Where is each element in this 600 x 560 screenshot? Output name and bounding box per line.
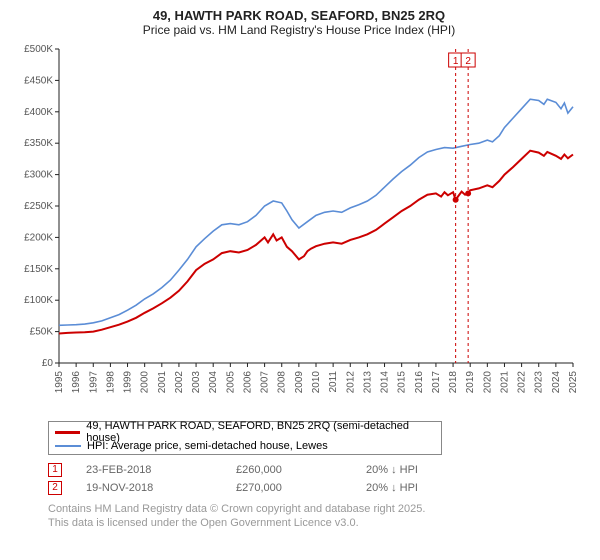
svg-text:£500K: £500K	[24, 44, 53, 55]
chart-title-2: Price paid vs. HM Land Registry's House …	[8, 23, 590, 37]
chart-title-1: 49, HAWTH PARK ROAD, SEAFORD, BN25 2RQ	[8, 8, 590, 23]
footnote: Contains HM Land Registry data © Crown c…	[48, 503, 590, 531]
sale-price: £260,000	[236, 464, 366, 476]
svg-text:£300K: £300K	[24, 170, 53, 181]
legend-swatch	[55, 445, 81, 447]
svg-text:2013: 2013	[362, 371, 373, 394]
svg-text:2004: 2004	[208, 371, 219, 394]
svg-text:2016: 2016	[414, 371, 425, 394]
sale-row: 1 23-FEB-2018£260,00020% ↓ HPI	[48, 461, 590, 479]
svg-text:2011: 2011	[328, 371, 339, 393]
svg-text:2006: 2006	[242, 371, 253, 394]
svg-text:2003: 2003	[191, 371, 202, 394]
svg-text:2: 2	[465, 56, 471, 67]
svg-text:1999: 1999	[123, 371, 134, 394]
svg-text:£100K: £100K	[24, 295, 53, 306]
svg-text:2020: 2020	[482, 371, 493, 394]
sale-row: 2 19-NOV-2018£270,00020% ↓ HPI	[48, 479, 590, 497]
svg-text:2023: 2023	[534, 371, 545, 394]
svg-text:1995: 1995	[54, 371, 65, 394]
svg-text:2002: 2002	[174, 371, 185, 394]
svg-text:2001: 2001	[157, 371, 168, 394]
sale-diff: 20% ↓ HPI	[366, 464, 446, 476]
sales-table: 1 23-FEB-2018£260,00020% ↓ HPI 2 19-NOV-201…	[48, 461, 590, 497]
svg-text:1: 1	[453, 56, 459, 67]
footnote-line1: Contains HM Land Registry data © Crown c…	[48, 503, 590, 517]
svg-text:£150K: £150K	[24, 264, 53, 275]
legend-swatch	[55, 431, 80, 434]
svg-text:2017: 2017	[431, 371, 442, 394]
sale-date: 23-FEB-2018	[86, 464, 236, 476]
svg-text:1997: 1997	[88, 371, 99, 394]
svg-text:£200K: £200K	[24, 232, 53, 243]
svg-text:2022: 2022	[517, 371, 528, 394]
svg-text:2014: 2014	[380, 371, 391, 394]
svg-text:1998: 1998	[105, 371, 116, 394]
svg-text:£350K: £350K	[24, 138, 53, 149]
sale-badge: 1	[48, 463, 62, 477]
svg-text:2010: 2010	[311, 371, 322, 394]
legend-row: 49, HAWTH PARK ROAD, SEAFORD, BN25 2RQ (…	[55, 425, 435, 439]
svg-text:2009: 2009	[294, 371, 305, 394]
svg-text:2007: 2007	[260, 371, 271, 394]
sale-date: 19-NOV-2018	[86, 482, 236, 494]
svg-text:£0: £0	[42, 358, 54, 369]
svg-text:£50K: £50K	[30, 327, 54, 338]
svg-text:2024: 2024	[551, 371, 562, 394]
sale-price: £270,000	[236, 482, 366, 494]
svg-text:£400K: £400K	[24, 107, 53, 118]
legend: 49, HAWTH PARK ROAD, SEAFORD, BN25 2RQ (…	[48, 421, 442, 455]
svg-text:£250K: £250K	[24, 201, 53, 212]
sale-badge: 2	[48, 481, 62, 495]
svg-text:2019: 2019	[465, 371, 476, 394]
footnote-line2: This data is licensed under the Open Gov…	[48, 517, 590, 531]
svg-text:2021: 2021	[499, 371, 510, 394]
sale-diff: 20% ↓ HPI	[366, 482, 446, 494]
svg-text:2000: 2000	[140, 371, 151, 394]
svg-text:2012: 2012	[345, 371, 356, 394]
svg-text:£450K: £450K	[24, 75, 53, 86]
svg-text:2018: 2018	[448, 371, 459, 394]
svg-text:2005: 2005	[225, 371, 236, 394]
series-hpi	[59, 99, 573, 325]
svg-text:1996: 1996	[71, 371, 82, 394]
chart-plot: £0 £50K £100K £150K £200K £250K £300K £350K £400…	[19, 43, 579, 413]
legend-label: HPI: Average price, semi-detached house,…	[87, 440, 328, 452]
svg-text:2025: 2025	[568, 371, 579, 394]
svg-text:2008: 2008	[277, 371, 288, 394]
svg-text:2015: 2015	[397, 371, 408, 394]
